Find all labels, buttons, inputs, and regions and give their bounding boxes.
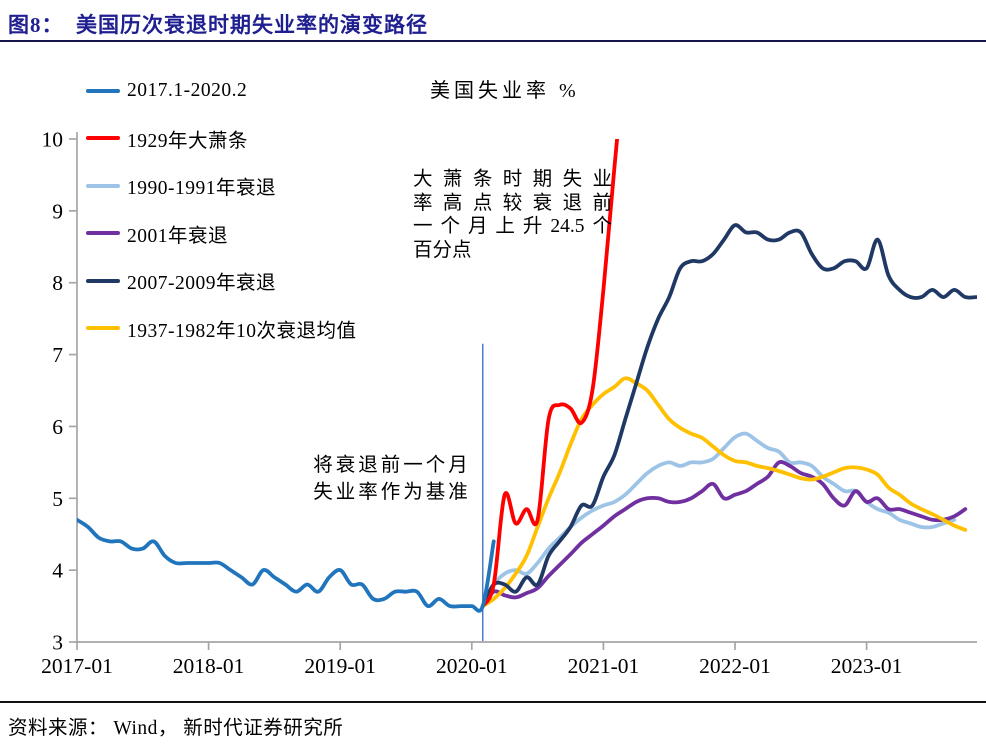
annotation-line: 率高点较衰退前 [413, 192, 612, 214]
annotation-line: 失业率作为基准 [313, 482, 471, 503]
y-axis-label: 7 [52, 343, 63, 367]
series-line-2001-recession [480, 460, 968, 608]
annotation-baseline-note: 将衰退前一个月 失业率作为基准 [303, 452, 481, 506]
x-axis-label: 2019-01 [304, 654, 376, 678]
legend-swatch-1937-1982-average [86, 326, 120, 330]
legend-swatch-1990-1991-recession [86, 183, 120, 188]
y-axis-label: 8 [52, 271, 63, 295]
legend-label-1990-1991-recession: 1990-1991年衰退 [127, 178, 276, 199]
x-axis-label: 2017-01 [41, 654, 113, 678]
chart-legend: 2017.1-2020.2 1929年大萧条 1990-1991年衰退 2001… [86, 78, 357, 363]
series-line-1937-1982-average [480, 376, 968, 608]
x-axis-label: 2020-01 [436, 654, 508, 678]
y-axis-label: 10 [42, 128, 64, 152]
y-axis-label: 9 [52, 199, 63, 223]
legend-swatch-1929-depression [86, 136, 120, 140]
y-axis-label: 4 [52, 559, 63, 583]
legend-swatch-2007-2009-recession [86, 278, 120, 283]
legend-label-2001-recession: 2001年衰退 [127, 225, 229, 247]
legend-item-1929-depression: 1929年大萧条 [86, 126, 357, 152]
series-line-2007-2009-recession [480, 223, 977, 608]
legend-item-1990-1991-recession: 1990-1991年衰退 [86, 173, 357, 199]
legend-label-1937-1982-average: 1937-1982年10次衰退均值 [127, 320, 357, 342]
footer-divider [0, 701, 986, 703]
title-divider [0, 40, 986, 42]
annotation-depression-note: 大萧条时期失业 率高点较衰退前 一个月上升24.5个 百分点 [413, 168, 612, 262]
x-axis-label: 2022-01 [699, 654, 771, 678]
series-line-1990-1991-recession [480, 431, 957, 608]
legend-label-2017-2020: 2017.1-2020.2 [127, 79, 248, 101]
legend-swatch-2017-2020 [86, 88, 120, 93]
legend-item-2001-recession: 2001年衰退 [86, 221, 357, 247]
annotation-line: 百分点 [413, 239, 472, 261]
series-line-2017-2020 [77, 517, 496, 613]
x-axis-label: 2023-01 [831, 654, 903, 678]
y-axis-label: 5 [52, 487, 63, 511]
annotation-line: 大萧条时期失业 [413, 169, 612, 190]
x-axis-label: 2018-01 [173, 654, 245, 678]
legend-item-2017-2020: 2017.1-2020.2 [86, 78, 357, 103]
series-line-1929-depression [480, 139, 619, 608]
x-axis-label: 2021-01 [568, 654, 640, 678]
figure-title: 图8： 美国历次衰退时期失业率的演变路径 [8, 13, 428, 37]
legend-item-2007-2009-recession: 2007-2009年衰退 [86, 268, 357, 294]
legend-label-2007-2009-recession: 2007-2009年衰退 [127, 273, 276, 294]
y-axis-label: 6 [52, 415, 63, 439]
annotation-line: 将衰退前一个月 [313, 455, 471, 476]
source-note: 资料来源： Wind， 新时代证券研究所 [8, 718, 344, 739]
annotation-line: 一个月上升24.5个 [413, 216, 612, 237]
legend-label-1929-depression: 1929年大萧条 [127, 130, 249, 152]
legend-swatch-2001-recession [86, 231, 120, 235]
legend-item-1937-1982-average: 1937-1982年10次衰退均值 [86, 316, 357, 342]
chart-title: 美国失业率 % [430, 80, 580, 102]
y-axis-label: 3 [52, 631, 63, 655]
